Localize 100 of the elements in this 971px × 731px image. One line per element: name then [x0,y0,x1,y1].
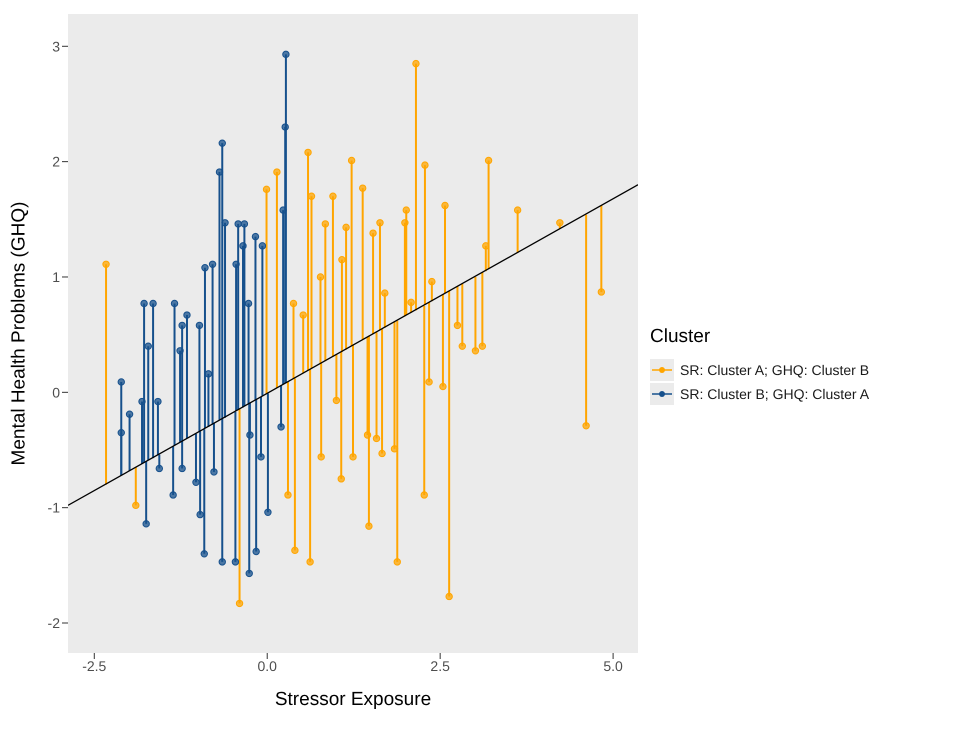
point [138,398,146,406]
point [390,445,398,453]
point [258,242,266,250]
point [183,311,191,319]
point [144,342,152,350]
point [142,520,150,528]
point [282,123,289,131]
point [454,322,462,330]
point [154,398,162,406]
y-tick-label: 1 [52,268,60,285]
legend-label: SR: Cluster A; GHQ: Cluster B [680,362,870,378]
point [421,161,429,169]
point [394,558,401,566]
point [441,202,449,210]
point [252,548,260,556]
point [376,219,384,226]
y-tick-label: 2 [52,154,60,170]
point [338,256,346,264]
point [284,491,292,499]
point [232,558,240,566]
point [156,464,164,472]
point [358,184,366,192]
point [196,510,204,518]
point [176,347,184,354]
point [407,298,415,306]
point [299,311,307,319]
point [425,378,433,386]
x-tick-label: 0.0 [257,658,278,674]
point [478,342,486,350]
point [329,192,337,200]
point [458,342,466,350]
point [364,431,372,439]
point [246,570,253,578]
point [372,434,380,442]
point [102,260,110,268]
point [306,558,314,566]
point [439,382,447,390]
point [348,156,356,164]
point [200,550,208,558]
point [262,186,270,194]
point [118,378,125,386]
point [277,423,285,431]
point [232,260,240,268]
x-axis-title: Stressor Exposure [274,689,432,710]
point [349,453,357,461]
legend-title: Cluster [650,326,712,348]
point [196,322,204,330]
point [192,478,200,486]
x-tick-label: -2.5 [82,658,107,674]
point [178,464,186,472]
point [204,370,212,378]
point [338,475,345,483]
x-tick-label: 5.0 [603,658,624,674]
x-tick-label: 2.5 [430,658,450,674]
point [484,156,492,164]
point [556,219,564,226]
point [178,322,186,330]
point [234,220,242,228]
point [472,347,480,354]
point [140,300,148,308]
point [218,139,226,147]
point [598,288,606,296]
y-axis-title: Mental Health Problems (GHQ) [8,202,30,466]
point [322,220,330,228]
point [218,558,226,566]
point [132,502,140,510]
point [582,422,590,430]
point [273,168,281,176]
point [118,428,125,436]
point [316,273,324,281]
point [282,50,290,58]
point [239,242,247,250]
point [170,300,178,308]
point [378,450,386,458]
point [246,431,254,439]
point [236,600,244,608]
point [369,229,377,237]
point [445,592,453,600]
point [365,522,373,530]
legend-label: SR: Cluster B; GHQ: Cluster A [680,386,870,402]
point [342,224,350,232]
point [401,219,409,226]
point [381,289,389,297]
y-tick-label: -2 [48,614,60,631]
point [420,491,428,499]
point [264,508,272,516]
point [304,148,312,156]
y-tick-label: 0 [52,384,60,400]
point [149,300,157,308]
point [216,168,224,176]
point [240,220,248,228]
point [169,491,177,499]
point [279,206,287,214]
point [402,206,410,214]
point [126,410,134,418]
point [332,396,340,404]
point [208,260,216,268]
y-tick-label: -1 [48,500,60,516]
point [412,60,420,68]
point [428,278,436,286]
